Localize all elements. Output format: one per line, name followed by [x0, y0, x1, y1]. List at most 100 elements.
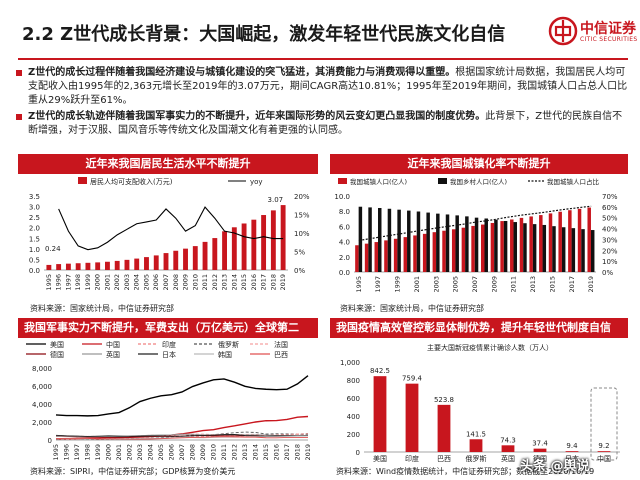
x-tick-label: 2010: [210, 444, 218, 461]
urban-bar: [471, 225, 475, 272]
y-tick-label: 600: [347, 395, 360, 403]
y-tick-label: 4,000: [32, 401, 52, 409]
urban-bar: [461, 227, 466, 272]
y-tick-label: 0.0: [339, 269, 350, 277]
legend-swatch: [78, 177, 87, 184]
bullet-square-icon: [16, 114, 22, 120]
y2-tick-label: 10%: [294, 230, 310, 238]
income-bar: [261, 215, 267, 270]
covid-panel-title: 我国疫情高效管控彰显体制优势，提升年轻世代制度自信: [330, 318, 628, 338]
urbanization-chart: 我国城镇人口(亿人) 我国乡村人口(亿人) 我国城镇人口占比 0.0 2.0 4.0 6.0…: [334, 177, 618, 293]
y-tick-label: 2.0: [339, 254, 350, 262]
x-tick-label: 2017: [260, 274, 268, 291]
y2-tick-label: 0%: [602, 269, 613, 277]
rural-bar: [581, 229, 585, 272]
data-label: 9.2: [598, 442, 609, 450]
y2-tick-label: 5%: [294, 249, 305, 257]
urban-bar: [355, 245, 359, 272]
citic-logo-icon: [548, 16, 578, 46]
x-tick-label: 2019: [304, 444, 312, 461]
x-tick-label: 1999: [394, 276, 402, 293]
income-bar: [144, 257, 149, 270]
x-tick-label: 2017: [568, 276, 576, 293]
urban-bar: [548, 213, 553, 272]
bullet-item-2: Z世代的成长轨迹伴随着我国军事实力的不断提升，近年来国际形势的风云变幻更凸显我国…: [16, 110, 628, 138]
x-tick-label: 2009: [182, 274, 190, 291]
x-tick-label: 2001: [413, 276, 421, 293]
income-bar: [270, 210, 276, 270]
x-tick-label: 2007: [471, 276, 479, 293]
bullet-2-text: 此背景下，Z世代的民族自信不断增强，对于汉服、国风音乐等传统文化及国潮文化有着更…: [28, 111, 623, 136]
logo-english: CITIC SECURITIES: [580, 36, 638, 43]
urban-bar: [364, 243, 369, 272]
covid-cases-chart: 主要大国新冠疫情累计确诊人数（万人） 0 200 400 600 800 1,000 842.…: [340, 343, 620, 463]
covid-source: 资料来源：Wind疫情数据统计，中信证券研究部；数据截至2020/10/19: [336, 467, 595, 476]
legend-label: 印度: [162, 340, 176, 349]
y-tick-label: 0.0: [29, 267, 40, 275]
x-tick-label: 2013: [241, 444, 249, 461]
cases-bar: [565, 451, 579, 452]
x-tick-label: 1995: [355, 276, 363, 293]
x-tick-label: 印度: [405, 454, 419, 463]
income-chart: 居民人均可支配收入(万元) yoy 0.0 0.5 1.0 1.5 2.0 2.5 3.0 3.5…: [29, 177, 310, 291]
income-bar: [153, 255, 159, 270]
y-tick-label: 0: [356, 449, 360, 457]
x-tick-label: 2010: [191, 274, 199, 291]
x-tick-label: 2016: [273, 444, 281, 461]
x-tick-label: 1997: [73, 444, 81, 461]
urban-bar: [442, 230, 446, 272]
data-label: 3.07: [268, 196, 284, 204]
income-bar: [163, 253, 169, 270]
bullet-item-1: Z世代的成长过程伴随着我国经济建设与城镇化建设的突飞猛进，其消费能力与消费观得以…: [16, 66, 628, 108]
urban-bar: [510, 219, 514, 272]
data-label: 0.24: [45, 245, 61, 253]
y-tick-label: 1,000: [340, 359, 360, 367]
urban-bar: [568, 210, 572, 272]
income-bar: [173, 250, 179, 270]
x-tick-label: 2018: [269, 274, 277, 291]
cases-bar: [405, 383, 419, 452]
y-tick-label: 4.0: [339, 239, 350, 247]
income-bar: [85, 262, 91, 270]
urban-bar: [374, 242, 379, 272]
y2-tick-label: 20%: [294, 193, 310, 201]
legend-label: 我国城镇人口占比: [547, 177, 600, 186]
legend-label: 我国乡村人口(亿人): [450, 177, 507, 186]
y-tick-label: 2.0: [29, 225, 40, 233]
yoy-line: [58, 206, 284, 251]
legend-label: 日本: [162, 350, 176, 359]
cases-bar: [533, 448, 547, 452]
x-tick-label: 英国: [501, 454, 515, 463]
rural-bar: [407, 210, 411, 272]
rural-bar: [474, 217, 479, 272]
x-tick-label: 1996: [55, 274, 63, 291]
urban-bar: [587, 207, 591, 272]
x-tick-label: 2018: [294, 444, 302, 461]
x-tick-label: 2005: [452, 276, 460, 293]
x-tick-label: 2007: [162, 274, 170, 291]
y-tick-label: 1.0: [29, 246, 40, 254]
x-tick-label: 1998: [74, 274, 82, 291]
urban-bar: [500, 221, 504, 272]
y-tick-label: 6.0: [339, 223, 350, 231]
legend-label: 英国: [106, 350, 120, 359]
x-tick-label: 2011: [220, 444, 228, 461]
logo-text: 中信证券: [580, 21, 636, 37]
income-bar: [46, 264, 52, 270]
cases-bar: [501, 445, 515, 452]
x-tick-label: 2009: [490, 276, 498, 293]
legend-label: 中国: [106, 340, 120, 349]
urban-bar: [577, 208, 582, 272]
bullet-2-bold: Z世代的成长轨迹伴随着我国军事实力的不断提升，近年来国际形势的风云变幻更凸显我国…: [28, 111, 486, 122]
urban-bar: [403, 237, 408, 272]
x-tick-label: 俄罗斯: [466, 454, 487, 463]
x-tick-label: 2007: [178, 444, 186, 461]
x-tick-label: 2004: [133, 274, 141, 291]
series-line: [55, 375, 309, 417]
urban-bar: [432, 232, 437, 272]
income-bar: [124, 259, 130, 270]
urban-bar: [384, 240, 388, 272]
x-tick-label: 2016: [250, 274, 258, 291]
rural-bar: [416, 211, 421, 272]
x-tick-label: 2000: [105, 444, 113, 461]
